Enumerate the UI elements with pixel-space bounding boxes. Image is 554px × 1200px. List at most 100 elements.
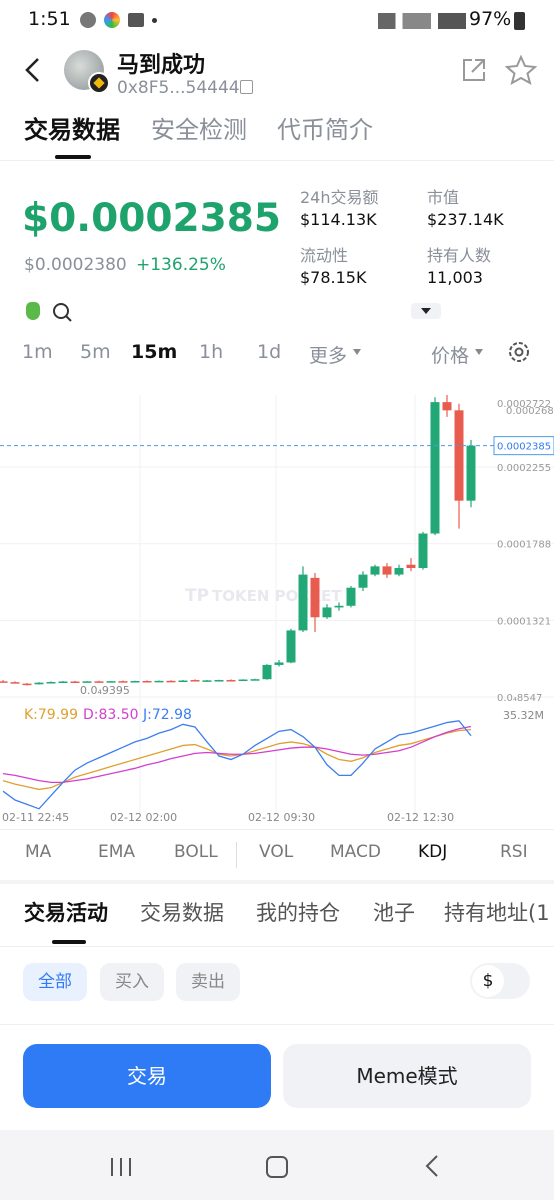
candle-body	[226, 680, 236, 682]
back-button[interactable]	[22, 56, 44, 84]
candle-body	[214, 680, 224, 682]
candle-body	[358, 574, 368, 588]
favorite-button[interactable]	[505, 55, 537, 85]
hand-icon[interactable]	[26, 302, 40, 320]
candle-body	[154, 680, 164, 683]
recent-apps[interactable]	[111, 1158, 133, 1176]
candle-body	[310, 577, 320, 618]
interval[interactable]: 5m	[80, 341, 111, 363]
stat-value: 11,003	[427, 268, 483, 287]
divider	[0, 880, 554, 884]
activity-tab[interactable]: 我的持仓	[256, 901, 340, 925]
kdj-label: J:72.98	[142, 707, 192, 723]
copy-icon[interactable]	[240, 80, 253, 94]
divider	[0, 946, 554, 947]
candle-body	[406, 564, 416, 569]
trade-button[interactable]: 交易	[23, 1044, 271, 1108]
search-icon[interactable]	[52, 302, 72, 322]
candle-body	[130, 681, 140, 683]
y-tick-label: 0.0001321	[497, 616, 551, 627]
back[interactable]	[424, 1154, 440, 1178]
stat-label: 流动性	[300, 246, 349, 265]
stat-value: $114.13K	[300, 210, 377, 229]
indicator-bar: MA EMA BOLL VOL MACD KDJ RSI	[0, 842, 554, 868]
tab-indicator	[52, 940, 86, 944]
current-price-label: 0.0002385	[497, 442, 551, 453]
signal-icons	[378, 13, 466, 29]
filter-chip[interactable]: 全部	[23, 963, 87, 1001]
candle-body	[322, 607, 332, 618]
candle-body	[382, 566, 392, 575]
candle-body	[190, 680, 200, 682]
candle-body	[418, 533, 428, 569]
indicator-tab[interactable]: RSI	[500, 842, 528, 862]
interval[interactable]: 15m	[131, 341, 178, 363]
high-tick: 0.0002683	[506, 406, 554, 417]
previous-price: $0.0002380	[24, 255, 127, 275]
interval[interactable]: 更多	[309, 345, 348, 367]
candle-body	[430, 402, 440, 534]
filter-chip[interactable]: 买入	[100, 963, 164, 1001]
candle-body	[442, 402, 452, 411]
indicator-tab[interactable]: MACD	[330, 842, 381, 862]
kdj-line	[2, 720, 472, 810]
dropdown-caret	[475, 349, 483, 355]
expand-button[interactable]	[411, 303, 441, 319]
candle-body	[106, 681, 116, 683]
candle-body	[70, 681, 80, 684]
candle-body	[202, 680, 212, 682]
candle-body	[94, 681, 104, 683]
price-toggle[interactable]: 价格	[431, 345, 470, 367]
watermark: TOKEN POCKET	[212, 587, 342, 605]
candle-body	[166, 680, 176, 683]
x-tick-label: 02-12 12:30	[387, 811, 454, 824]
share-button[interactable]	[460, 56, 488, 84]
tab[interactable]: 交易数据	[24, 116, 120, 144]
candle-body	[10, 682, 20, 684]
battery-icon	[514, 12, 525, 30]
max-label: 0.0002722	[497, 399, 551, 410]
filter-chip[interactable]: 卖出	[176, 963, 240, 1001]
kdj-line	[2, 728, 472, 791]
interval[interactable]: 1d	[257, 341, 282, 363]
indicator-tab[interactable]: KDJ	[418, 842, 448, 862]
interval[interactable]: 1m	[22, 341, 53, 363]
candle-body	[142, 681, 152, 683]
candle-body	[58, 681, 68, 684]
candle-body	[178, 680, 188, 683]
activity-tab[interactable]: 交易数据	[140, 901, 224, 925]
kdj-label: D:83.50	[83, 707, 139, 723]
token-name: 马到成功	[117, 53, 206, 78]
y-tick-label: 0.0002255	[497, 463, 551, 474]
indicator-tab[interactable]: BOLL	[174, 842, 218, 862]
candle-body	[22, 683, 32, 686]
tab[interactable]: 代币简介	[277, 116, 373, 144]
watermark-logo: TP	[185, 586, 209, 606]
token-address: 0x8F5...54444	[117, 78, 240, 98]
candle-body	[454, 410, 464, 501]
status-icons	[80, 12, 157, 30]
tab[interactable]: 安全检测	[151, 116, 247, 144]
settings-button[interactable]	[507, 340, 531, 364]
kdj-line	[2, 725, 472, 784]
divider	[0, 160, 554, 161]
indicator-tab[interactable]: MA	[25, 842, 52, 862]
battery: 97%	[469, 8, 512, 30]
activity-tab[interactable]: 交易活动	[24, 901, 108, 925]
currency-toggle[interactable]: $	[470, 963, 530, 999]
y-tick-label: 0.0001788	[497, 540, 551, 551]
status-time: 1:51	[28, 8, 71, 30]
x-tick-label: 02-11 22:45	[2, 811, 69, 824]
activity-tab[interactable]: 池子	[373, 901, 415, 925]
home[interactable]	[266, 1156, 288, 1178]
activity-tab[interactable]: 持有地址(1	[444, 901, 550, 925]
indicator-tab[interactable]: EMA	[98, 842, 136, 862]
meme-button[interactable]: Meme模式	[283, 1044, 531, 1108]
candle-body	[370, 566, 380, 575]
interval[interactable]: 1h	[199, 341, 224, 363]
nav-bar	[0, 1130, 554, 1200]
indicator-tab[interactable]: VOL	[259, 842, 294, 862]
price-change: +136.25%	[136, 255, 226, 275]
dropdown-caret	[353, 349, 361, 355]
